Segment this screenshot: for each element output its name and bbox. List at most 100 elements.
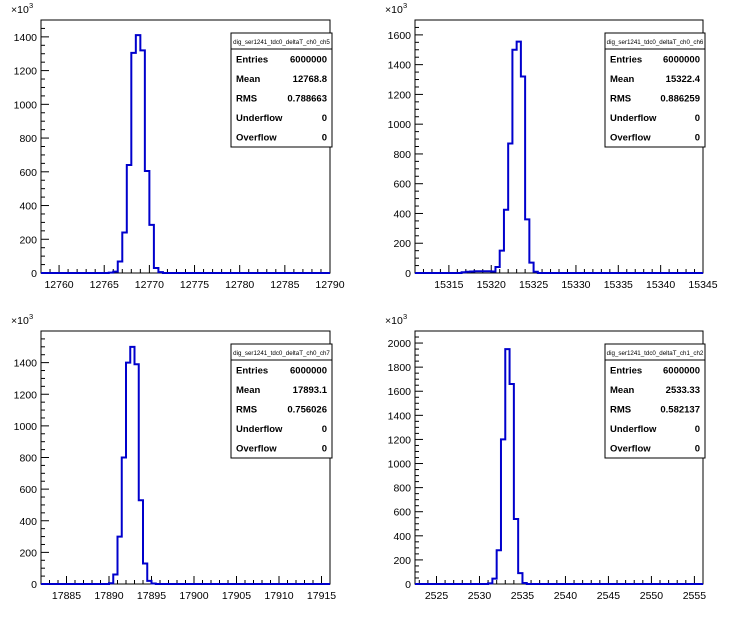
histogram-bin — [501, 439, 505, 584]
x-tick-label: 17915 — [307, 590, 336, 602]
histogram-bin — [488, 583, 492, 584]
x-tick-label: 12770 — [135, 279, 164, 291]
x-tick-label: 2550 — [640, 590, 664, 602]
y-tick-label: 0 — [405, 268, 411, 280]
x-tick-label: 2555 — [683, 590, 707, 602]
stats-row-label: Overflow — [610, 444, 651, 455]
y-tick-label: 400 — [19, 516, 37, 528]
x-tick-label: 17885 — [52, 590, 81, 602]
stats-title: dig_ser1241_tdc0_deltaT_ch0_ch6 — [607, 39, 704, 46]
x-tick-label: 12775 — [180, 279, 209, 291]
stats-row-label: Mean — [236, 385, 260, 396]
stats-row-label: Overflow — [236, 444, 277, 455]
histogram-bin — [505, 349, 509, 584]
stats-row-label: Entries — [610, 365, 642, 376]
x-tick-label: 2535 — [511, 590, 535, 602]
histogram-bin — [462, 272, 466, 273]
y-exponent-label: ×10 — [385, 315, 403, 327]
x-tick-label: 12785 — [270, 279, 299, 291]
y-tick-label: 1600 — [388, 30, 412, 42]
y-tick-label: 0 — [31, 579, 37, 591]
x-tick-label: 2545 — [597, 590, 621, 602]
stats-row-value: 0 — [695, 424, 700, 435]
stats-row-value: 6000000 — [290, 54, 327, 65]
x-tick-label: 15345 — [688, 279, 717, 291]
y-tick-label: 600 — [393, 507, 411, 519]
histogram-bin — [122, 233, 127, 273]
stats-row-value: 0 — [322, 444, 327, 455]
histogram-bin — [147, 581, 151, 584]
stats-row-label: Mean — [610, 385, 634, 396]
stats-row-value: 6000000 — [663, 365, 700, 376]
y-tick-label: 400 — [393, 208, 411, 220]
histogram-bin — [470, 272, 474, 273]
stats-row-value: 0 — [322, 113, 327, 124]
stats-row-label: Underflow — [236, 424, 283, 435]
histogram-bin — [143, 563, 147, 584]
y-tick-label: 0 — [31, 268, 37, 280]
y-tick-label: 800 — [393, 149, 411, 161]
histogram-bin — [517, 42, 521, 273]
stats-row-value: 0 — [695, 113, 700, 124]
histogram-plot: 0200400600800100012001400160018002000252… — [373, 311, 746, 622]
x-tick-label: 2540 — [554, 590, 578, 602]
stats-title: dig_ser1241_tdc0_deltaT_ch1_ch2 — [607, 350, 704, 357]
y-tick-label: 1600 — [388, 386, 412, 398]
histogram-bin — [109, 583, 113, 584]
histogram-bin — [113, 272, 118, 273]
histogram-bin — [522, 583, 526, 584]
stats-box: dig_ser1241_tdc0_deltaT_ch0_ch6 Entries 60… — [605, 33, 705, 147]
histogram-bin — [158, 272, 163, 273]
stats-row-value: 0.582137 — [660, 405, 700, 416]
stats-title: dig_ser1241_tdc0_deltaT_ch0_ch7 — [233, 350, 330, 357]
histogram-bin — [466, 272, 470, 273]
y-exponent-power: 3 — [29, 1, 33, 10]
x-tick-label: 17905 — [222, 590, 251, 602]
stats-row-label: Entries — [236, 54, 268, 65]
histogram-bin — [136, 35, 141, 273]
histogram-bin — [149, 225, 154, 273]
histogram-bin — [514, 519, 518, 584]
stats-row-label: RMS — [236, 94, 257, 105]
stats-row-label: RMS — [610, 94, 631, 105]
stats-row-label: Entries — [236, 365, 268, 376]
x-tick-label: 15335 — [604, 279, 633, 291]
histogram-bin — [500, 251, 504, 273]
x-tick-label: 12790 — [315, 279, 344, 291]
stats-row-label: Underflow — [610, 113, 657, 124]
y-tick-label: 800 — [19, 453, 37, 465]
stats-row-value: 6000000 — [663, 54, 700, 65]
stats-row-label: RMS — [610, 405, 631, 416]
histogram-bin — [518, 573, 522, 584]
histogram-bin — [497, 550, 501, 584]
stats-row-label: Overflow — [236, 133, 277, 144]
x-tick-label: 12765 — [90, 279, 119, 291]
stats-row-value: 0.756026 — [287, 405, 327, 416]
y-tick-label: 1200 — [388, 89, 412, 101]
y-tick-label: 1000 — [14, 99, 38, 111]
x-tick-label: 12780 — [225, 279, 254, 291]
histogram-bin — [483, 271, 487, 273]
stats-row-label: Entries — [610, 54, 642, 65]
y-tick-label: 1000 — [388, 119, 412, 131]
histogram-bin — [491, 272, 495, 273]
y-tick-label: 1000 — [388, 459, 412, 471]
x-tick-label: 15330 — [561, 279, 590, 291]
y-tick-label: 1200 — [14, 66, 38, 78]
histogram-bin — [521, 77, 525, 273]
y-tick-label: 0 — [405, 579, 411, 591]
y-tick-label: 600 — [19, 484, 37, 496]
histogram-bin — [145, 171, 150, 273]
x-tick-label: 15320 — [477, 279, 506, 291]
stats-row-value: 0 — [695, 133, 700, 144]
histogram-bin — [127, 165, 132, 273]
stats-box: dig_ser1241_tdc0_deltaT_ch1_ch2 Entries 60… — [605, 344, 705, 458]
x-tick-label: 17895 — [137, 590, 166, 602]
histogram-bin — [122, 458, 126, 585]
histogram-bin — [510, 384, 514, 584]
y-tick-label: 200 — [19, 547, 37, 559]
y-tick-label: 200 — [393, 238, 411, 250]
